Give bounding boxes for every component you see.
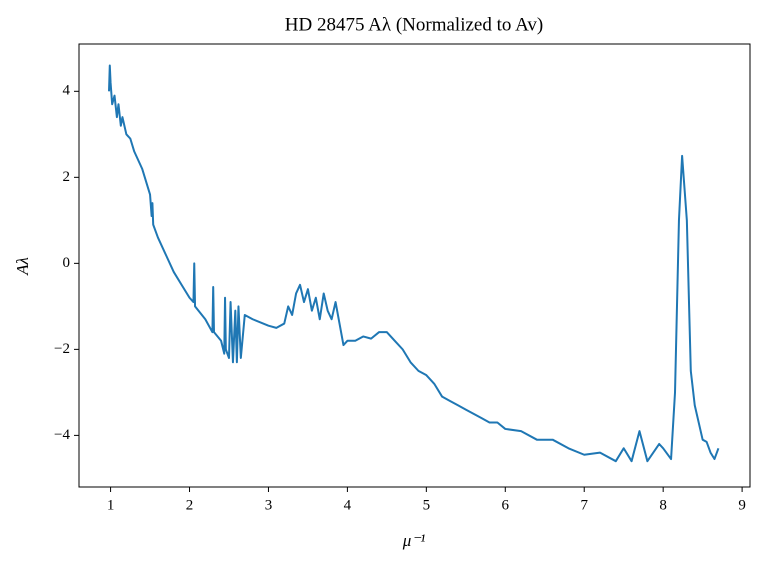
data-line xyxy=(108,64,720,463)
x-tick-label: 3 xyxy=(265,497,273,513)
y-tick-label: 2 xyxy=(63,169,71,185)
x-tick-label: 2 xyxy=(186,497,194,513)
x-tick-label: 1 xyxy=(107,497,115,513)
x-tick-label: 8 xyxy=(659,497,667,513)
x-tick-label: 6 xyxy=(502,497,510,513)
x-axis-label: μ⁻¹ xyxy=(402,531,426,550)
y-tick-label: −4 xyxy=(54,427,70,443)
x-tick-label: 5 xyxy=(423,497,431,513)
chart-title: HD 28475 Aλ (Normalized to Av) xyxy=(285,14,543,35)
plot-frame xyxy=(78,43,751,488)
x-tick-label: 4 xyxy=(344,497,352,513)
x-tick-label: 7 xyxy=(580,497,588,513)
y-tick-label: −2 xyxy=(54,341,70,357)
y-tick-label: 0 xyxy=(63,255,71,271)
y-axis-label: Aλ xyxy=(13,257,32,276)
y-tick-label: 4 xyxy=(63,83,71,99)
x-tick-label: 9 xyxy=(738,497,746,513)
